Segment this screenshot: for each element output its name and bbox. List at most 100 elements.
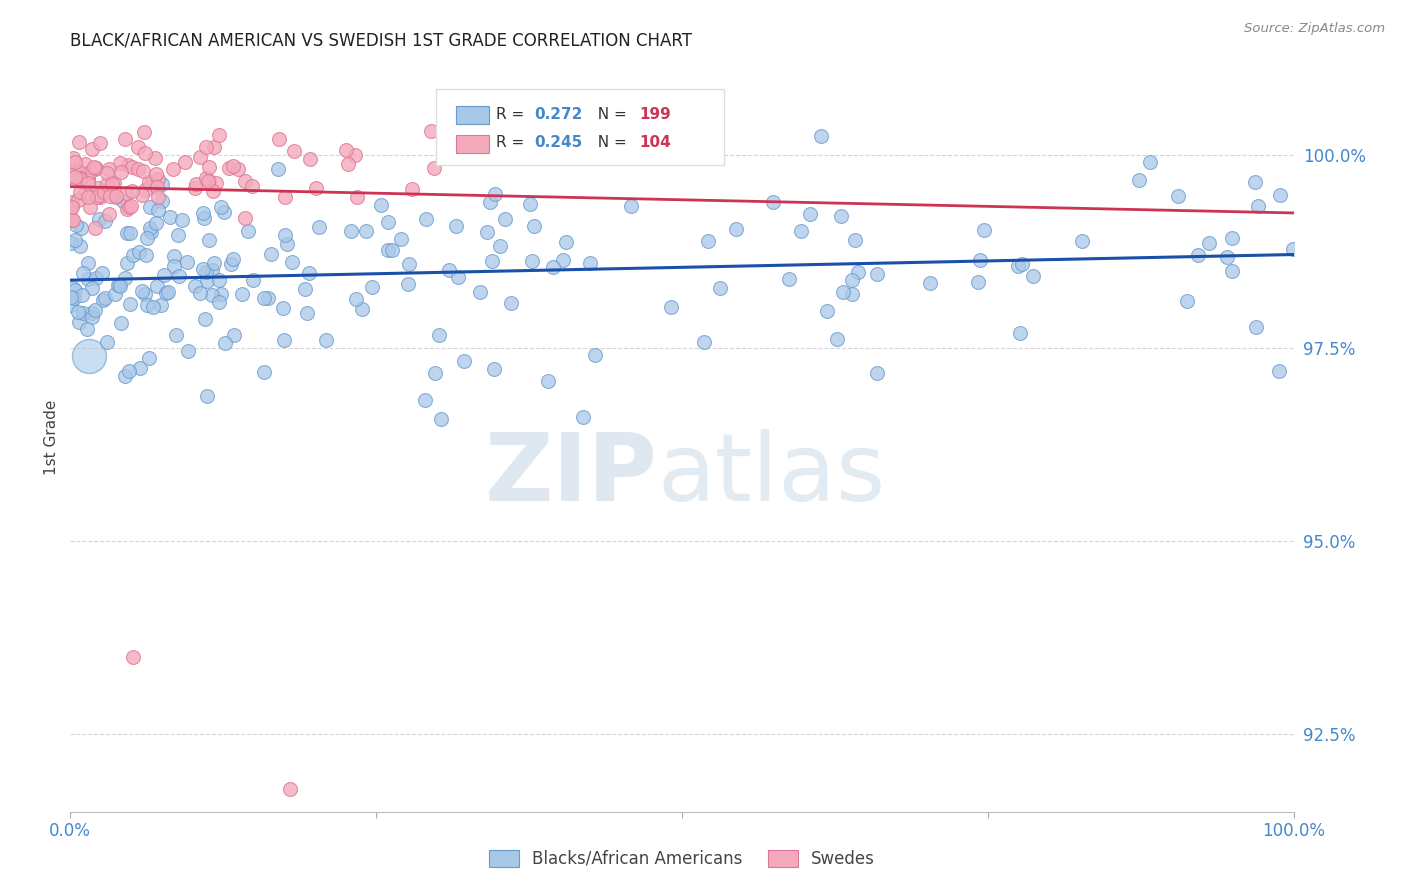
Point (233, 211, 256, 225)
Point (167, 227, 190, 242)
Point (920, 276, 942, 290)
Point (315, 333, 337, 347)
Point (97, 161, 120, 176)
Point (1008, 326, 1031, 340)
Point (222, 328, 245, 343)
Text: N =: N = (588, 107, 631, 121)
Point (162, 161, 184, 176)
Point (150, 177, 173, 191)
Point (121, 161, 143, 175)
Point (231, 287, 253, 301)
Text: R =: R = (496, 107, 530, 121)
Point (66, 304, 89, 318)
Point (89, 190, 111, 204)
Point (214, 336, 236, 351)
Point (72, 187, 94, 202)
Point (195, 275, 218, 289)
Point (815, 303, 838, 318)
Point (132, 125, 155, 139)
Point (790, 224, 813, 238)
Point (253, 365, 276, 379)
Point (98, 207, 121, 221)
Point (69, 170, 91, 185)
Point (80, 281, 103, 295)
Point (583, 348, 606, 362)
Point (135, 298, 157, 312)
Point (139, 200, 162, 214)
Point (294, 283, 316, 297)
Point (969, 252, 991, 267)
Point (381, 243, 404, 257)
Point (60, 201, 83, 215)
Point (60, 212, 83, 227)
Point (308, 220, 330, 235)
Point (62, 197, 84, 211)
Point (79, 165, 101, 179)
Point (198, 174, 221, 188)
Point (148, 203, 170, 218)
Point (482, 362, 505, 376)
Point (96, 335, 118, 350)
Point (350, 302, 373, 317)
Point (222, 252, 245, 266)
Point (709, 281, 731, 295)
Point (172, 213, 194, 227)
Point (93, 213, 115, 227)
Text: 0.272: 0.272 (534, 107, 582, 121)
Point (762, 195, 785, 210)
Point (165, 328, 187, 343)
Point (127, 162, 149, 177)
Point (128, 244, 150, 259)
Point (135, 230, 157, 244)
Point (832, 285, 855, 299)
Point (96, 178, 118, 192)
Point (142, 300, 165, 314)
Point (446, 219, 468, 233)
Point (69, 239, 91, 253)
Point (174, 155, 197, 169)
Point (202, 140, 225, 154)
Point (193, 205, 215, 219)
Point (844, 233, 866, 247)
Point (62, 151, 84, 165)
Point (235, 174, 257, 188)
Point (219, 257, 242, 271)
Point (120, 199, 142, 213)
Point (447, 270, 470, 285)
Point (238, 224, 260, 238)
Point (389, 232, 412, 246)
Point (117, 364, 139, 378)
Point (156, 285, 179, 299)
Point (519, 196, 541, 211)
Point (104, 287, 127, 301)
Point (84, 220, 107, 235)
Point (620, 199, 643, 213)
Point (211, 287, 233, 301)
Point (63, 155, 86, 169)
Point (195, 389, 218, 403)
Point (1175, 293, 1198, 308)
Point (67, 135, 90, 149)
Point (93, 185, 115, 199)
Point (134, 286, 156, 301)
Point (117, 158, 139, 172)
Point (197, 160, 219, 174)
Point (479, 194, 502, 209)
Point (110, 278, 132, 293)
Point (84, 271, 107, 285)
Point (146, 171, 169, 186)
Point (87, 181, 110, 195)
Point (274, 227, 297, 242)
Point (159, 210, 181, 224)
Point (1011, 257, 1033, 271)
Point (131, 284, 153, 298)
Point (697, 235, 720, 249)
Point (1220, 231, 1243, 245)
Point (659, 300, 682, 314)
Point (176, 254, 198, 268)
Point (202, 256, 225, 270)
Point (87, 212, 110, 227)
Point (551, 252, 574, 267)
Point (59, 298, 82, 312)
Point (846, 265, 869, 279)
